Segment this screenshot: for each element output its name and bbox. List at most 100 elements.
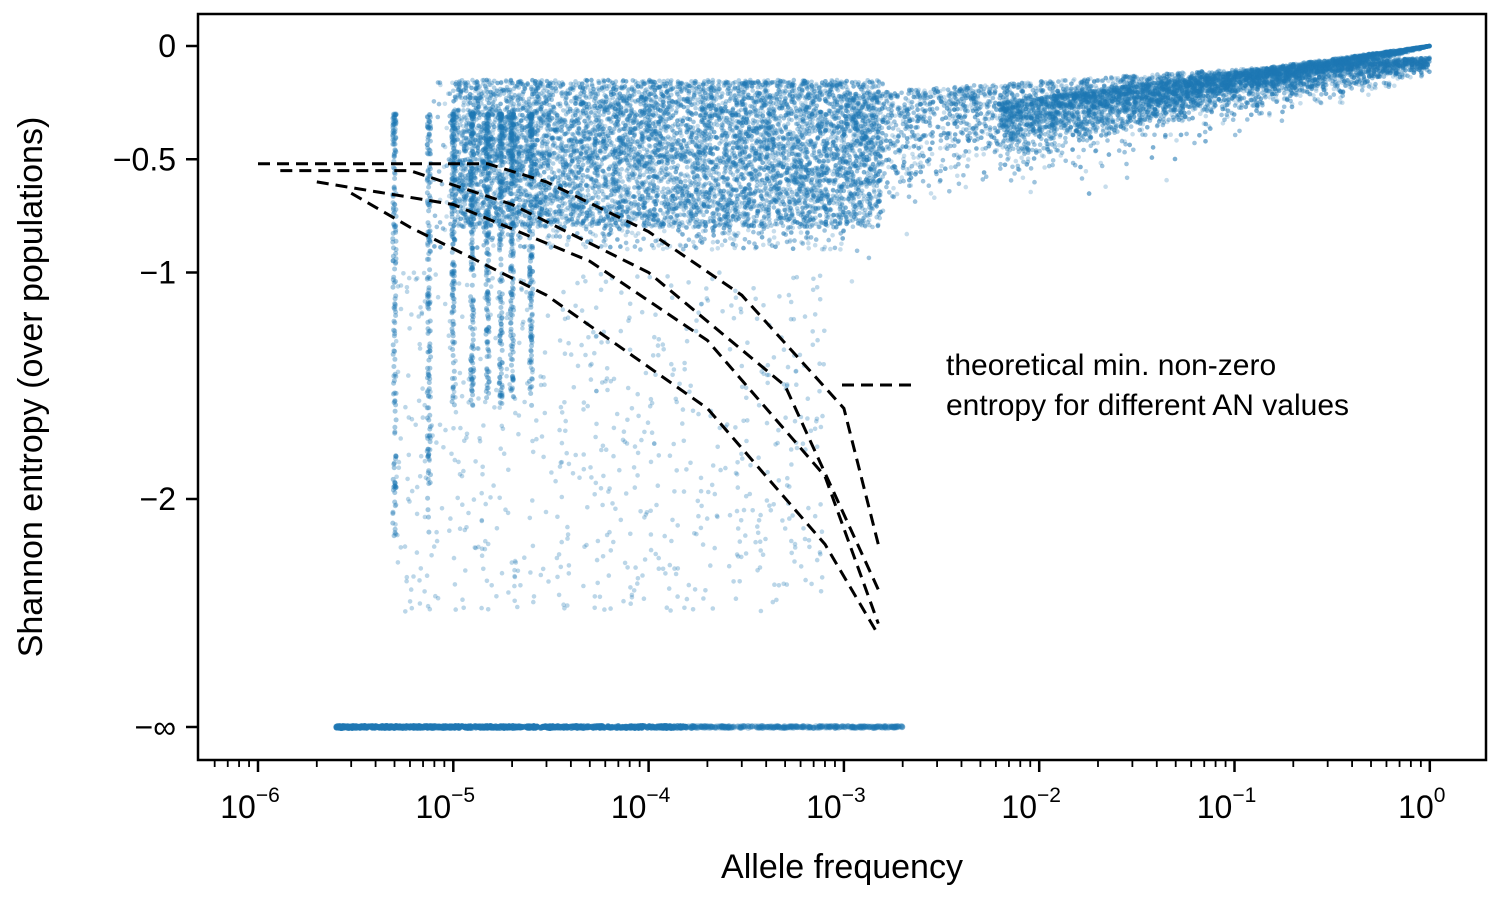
scatter-point xyxy=(1152,107,1157,113)
scatter-point xyxy=(527,181,533,186)
scatter-point xyxy=(696,192,701,197)
scatter-point xyxy=(909,87,915,93)
scatter-point xyxy=(596,168,602,173)
scatter-point xyxy=(889,103,895,108)
scatter-point xyxy=(737,85,743,90)
scatter-point xyxy=(854,102,860,108)
scatter-point xyxy=(961,153,967,158)
scatter-point xyxy=(1265,84,1271,90)
scatter-point xyxy=(460,87,466,93)
scatter-point xyxy=(564,242,570,247)
scatter-point xyxy=(1068,101,1074,107)
scatter-point xyxy=(838,247,843,252)
scatter-point xyxy=(960,93,965,99)
scatter-point xyxy=(890,100,896,106)
scatter-point xyxy=(828,246,833,252)
scatter-point xyxy=(1101,110,1106,115)
scatter-point xyxy=(1322,82,1328,87)
scatter-point xyxy=(451,122,456,128)
scatter-point xyxy=(1355,63,1360,68)
scatter-point xyxy=(1031,105,1036,111)
scatter-point xyxy=(1190,107,1196,112)
scatter-point xyxy=(476,164,482,170)
scatter-point xyxy=(907,124,913,129)
scatter-point xyxy=(1192,96,1198,101)
scatter-point xyxy=(1333,82,1339,87)
scatter-point xyxy=(940,126,946,131)
scatter-point xyxy=(955,173,960,179)
scatter-point xyxy=(1341,60,1347,66)
scatter-point xyxy=(678,129,683,134)
scatter-point xyxy=(807,111,812,116)
scatter-point xyxy=(1130,131,1135,137)
scatter-point xyxy=(891,185,896,191)
scatter-point xyxy=(603,195,608,200)
scatter-point xyxy=(913,143,918,148)
scatter-point xyxy=(691,83,697,89)
scatter-point xyxy=(1412,56,1418,62)
scatter-point xyxy=(1092,104,1097,109)
scatter-point xyxy=(1408,74,1413,80)
scatter-point xyxy=(710,239,716,245)
scatter-point xyxy=(1278,80,1284,86)
scatter-point xyxy=(950,138,956,143)
scatter-point xyxy=(1085,121,1090,126)
scatter-point xyxy=(1349,61,1355,67)
scatter-point xyxy=(785,157,791,162)
scatter-point xyxy=(1360,67,1365,72)
scatter-point xyxy=(860,103,866,109)
scatter-point xyxy=(732,123,738,128)
scatter-point xyxy=(1298,93,1303,98)
scatter-point xyxy=(1052,116,1058,121)
scatter-point xyxy=(1216,71,1222,77)
scatter-point xyxy=(928,110,933,115)
scatter-point xyxy=(1363,60,1369,66)
scatter-point xyxy=(837,109,843,114)
scatter-point xyxy=(617,160,622,165)
scatter-point xyxy=(1395,67,1400,72)
scatter-point xyxy=(737,204,742,209)
scatter-point xyxy=(983,114,988,119)
scatter-point xyxy=(442,227,448,233)
scatter-point xyxy=(1255,101,1261,106)
scatter-point xyxy=(491,243,496,248)
scatter-point xyxy=(685,219,691,224)
scatter-point xyxy=(1272,79,1277,85)
scatter-point xyxy=(702,146,708,152)
scatter-point xyxy=(993,130,999,136)
scatter-point xyxy=(1165,84,1170,89)
scatter-point xyxy=(695,101,700,106)
scatter-point xyxy=(1079,87,1084,93)
scatter-point xyxy=(444,125,450,131)
scatter-point xyxy=(697,113,703,118)
scatter-point xyxy=(1093,115,1099,120)
scatter-point xyxy=(919,150,925,156)
scatter-point xyxy=(1425,59,1430,65)
scatter-point xyxy=(1412,62,1418,67)
scatter-point xyxy=(1344,61,1349,66)
scatter-point xyxy=(583,244,588,250)
scatter-point xyxy=(1007,89,1013,95)
scatter-point xyxy=(922,96,927,101)
scatter-point xyxy=(1383,60,1389,66)
scatter-point xyxy=(1259,79,1265,84)
scatter-point xyxy=(1421,64,1427,70)
scatter-point xyxy=(1012,98,1018,103)
scatter-point xyxy=(625,246,630,252)
scatter-point xyxy=(1038,108,1043,113)
scatter-point xyxy=(928,191,934,196)
scatter-point xyxy=(909,90,914,95)
scatter-point xyxy=(918,144,924,150)
scatter-point xyxy=(1022,150,1028,155)
scatter-point xyxy=(1320,75,1326,81)
scatter-point xyxy=(932,195,937,200)
scatter-point xyxy=(1213,77,1219,82)
scatter-point xyxy=(1095,89,1100,95)
scatter-point xyxy=(911,155,916,160)
scatter-point xyxy=(1383,83,1389,89)
scatter-point xyxy=(548,94,553,99)
scatter-point xyxy=(733,243,739,248)
scatter-point xyxy=(1020,175,1026,181)
scatter-point xyxy=(1174,138,1179,143)
scatter-point xyxy=(1298,101,1303,106)
